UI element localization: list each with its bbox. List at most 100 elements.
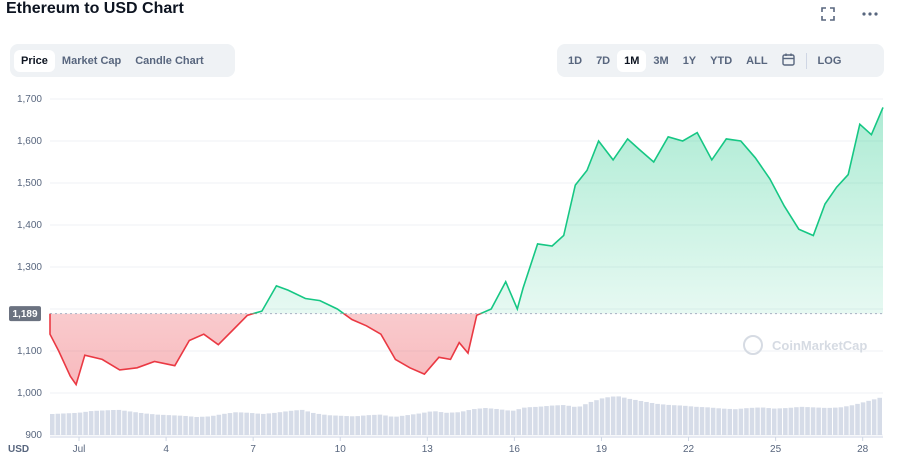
y-tick-label: 1,400 bbox=[17, 220, 42, 231]
volume-bar bbox=[399, 415, 405, 435]
volume-bar bbox=[538, 406, 544, 435]
volume-bar bbox=[472, 409, 477, 435]
fullscreen-icon[interactable] bbox=[818, 4, 838, 24]
volume-bar bbox=[338, 415, 344, 435]
volume-bar bbox=[66, 413, 72, 435]
volume-bar bbox=[688, 406, 694, 435]
volume-bar bbox=[827, 407, 833, 435]
volume-bar bbox=[555, 405, 560, 435]
volume-bar bbox=[272, 412, 277, 435]
x-tick-label: 10 bbox=[335, 444, 347, 455]
y-tick-label: 1,500 bbox=[17, 178, 42, 189]
volume-bar bbox=[355, 416, 360, 435]
range-3m[interactable]: 3M bbox=[653, 54, 669, 67]
volume-bar bbox=[577, 406, 583, 435]
volume-bar bbox=[683, 405, 688, 435]
volume-bar bbox=[238, 412, 244, 435]
volume-bar bbox=[727, 408, 733, 435]
volume-bar bbox=[477, 408, 483, 435]
volume-bar bbox=[94, 410, 99, 435]
volume-bar bbox=[877, 397, 882, 435]
volume-bar bbox=[755, 407, 760, 435]
volume-bar bbox=[744, 408, 749, 435]
volume-bar bbox=[666, 404, 671, 435]
volume-bar bbox=[366, 415, 372, 435]
volume-bar bbox=[799, 406, 805, 435]
volume-bar bbox=[72, 412, 77, 435]
watermark: CoinMarketCap bbox=[772, 338, 867, 353]
more-icon[interactable] bbox=[860, 4, 880, 24]
x-tick-label: Jul bbox=[73, 444, 86, 455]
log-toggle[interactable]: LOG bbox=[817, 54, 842, 67]
x-tick-label: 16 bbox=[509, 444, 521, 455]
volume-bar bbox=[694, 406, 699, 435]
range-1d[interactable]: 1D bbox=[568, 54, 583, 67]
volume-bar bbox=[677, 405, 683, 435]
volume-bar bbox=[794, 407, 799, 435]
volume-bar bbox=[838, 407, 844, 435]
volume-bar bbox=[433, 411, 438, 435]
volume-bar bbox=[55, 413, 61, 435]
y-tick-label: 1,600 bbox=[17, 136, 42, 147]
x-tick-label: 19 bbox=[596, 444, 608, 455]
currency-label: USD bbox=[8, 444, 29, 455]
volume-bar bbox=[394, 416, 399, 435]
page-title: Ethereum to USD Chart bbox=[6, 0, 184, 17]
volume-bar bbox=[499, 409, 505, 435]
volume-bar bbox=[605, 397, 610, 435]
volume-bar bbox=[638, 400, 644, 435]
volume-bar bbox=[105, 410, 111, 435]
reference-badge: 1,189 bbox=[9, 306, 41, 322]
volume-bar bbox=[599, 398, 605, 435]
volume-bar bbox=[233, 412, 238, 435]
tab-market-cap[interactable]: Market Cap bbox=[61, 54, 122, 67]
tab-price[interactable]: Price bbox=[14, 49, 55, 72]
volume-bar bbox=[116, 409, 122, 435]
volume-bar bbox=[871, 399, 877, 435]
area-above bbox=[50, 107, 883, 314]
volume-bar bbox=[616, 396, 621, 435]
y-axis: 1,700 1,600 1,500 1,400 1,300 1,100 1,000 900 bbox=[17, 94, 42, 441]
volume-bar bbox=[61, 413, 66, 435]
volume-bar bbox=[288, 410, 294, 435]
volume-bar bbox=[344, 416, 349, 435]
volume-bar bbox=[316, 413, 322, 435]
range-7d[interactable]: 7D bbox=[596, 54, 611, 67]
volume-bar bbox=[261, 413, 266, 435]
volume-bar bbox=[488, 408, 494, 435]
volume-bar bbox=[644, 401, 649, 435]
volume-bar bbox=[122, 410, 127, 435]
range-all[interactable]: ALL bbox=[746, 54, 768, 67]
x-axis: Jul 4 7 10 13 16 19 22 25 28 bbox=[50, 436, 883, 455]
range-1y[interactable]: 1Y bbox=[682, 54, 697, 67]
volume-bar bbox=[660, 404, 666, 435]
volume-bar bbox=[244, 412, 249, 435]
volume-bar bbox=[610, 396, 616, 435]
volume-bar bbox=[388, 416, 394, 435]
volume-bar bbox=[588, 401, 594, 435]
volume-bar bbox=[716, 408, 721, 435]
price-line-below bbox=[49, 313, 483, 387]
volume-bar bbox=[249, 413, 255, 435]
volume-bar bbox=[788, 407, 794, 435]
x-tick-label: 4 bbox=[163, 444, 169, 455]
volume-bar bbox=[211, 415, 216, 435]
volume-bar bbox=[188, 416, 194, 435]
coinmarketcap-logo-icon bbox=[743, 335, 763, 355]
calendar-icon[interactable] bbox=[775, 48, 802, 74]
header-actions bbox=[818, 4, 880, 24]
volume-bar bbox=[99, 410, 105, 435]
volume-bar bbox=[760, 407, 766, 435]
volume-bar bbox=[621, 397, 627, 435]
volume-bar bbox=[733, 409, 738, 435]
volume-bar bbox=[560, 405, 566, 435]
x-tick-label: 13 bbox=[422, 444, 434, 455]
range-1m[interactable]: 1M bbox=[617, 49, 647, 72]
x-tick-label: 28 bbox=[857, 444, 869, 455]
volume-bar bbox=[483, 408, 488, 435]
tab-candle-chart[interactable]: Candle Chart bbox=[135, 54, 204, 67]
volume-bar bbox=[299, 409, 305, 435]
range-ytd[interactable]: YTD bbox=[710, 54, 733, 67]
volume-bar bbox=[311, 412, 316, 435]
y-tick-label: 1,700 bbox=[17, 94, 42, 105]
